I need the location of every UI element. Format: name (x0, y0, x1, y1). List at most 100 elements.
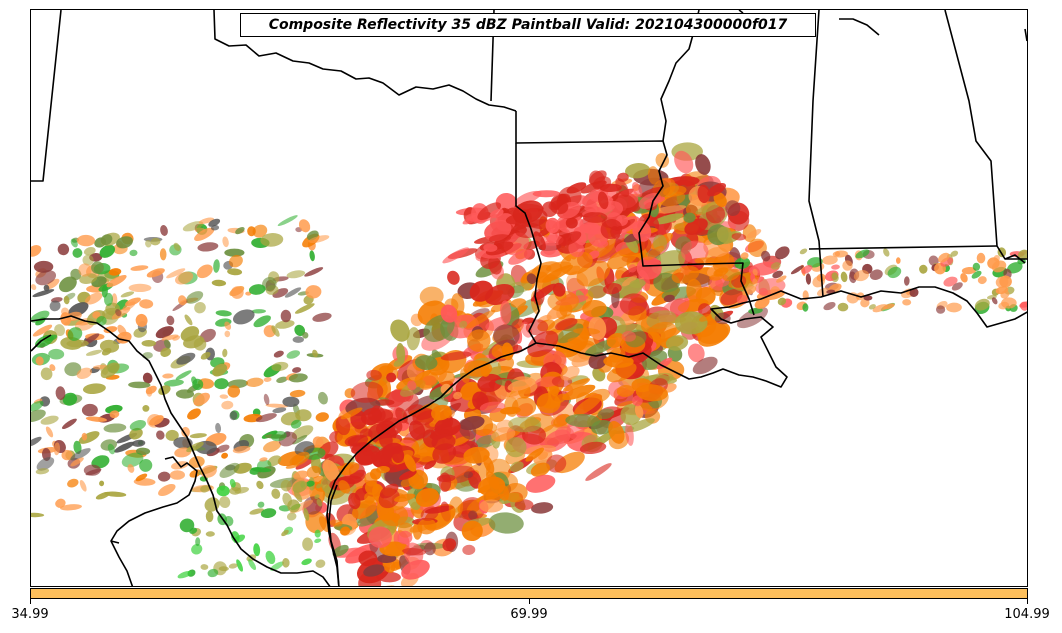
reflectivity-blob (635, 384, 668, 402)
reflectivity-blob (309, 250, 315, 262)
reflectivity-blob (139, 299, 154, 309)
reflectivity-blob (316, 499, 323, 507)
reflectivity-blob (493, 324, 520, 347)
reflectivity-blob (301, 558, 312, 566)
reflectivity-blob (608, 420, 625, 444)
reflectivity-blob (731, 233, 747, 241)
reflectivity-blob (270, 561, 284, 571)
reflectivity-blob (903, 276, 910, 286)
reflectivity-blob (104, 491, 127, 497)
reflectivity-blob (495, 192, 518, 213)
reflectivity-blob (440, 304, 458, 323)
reflectivity-blob (173, 242, 181, 252)
reflectivity-blob (249, 508, 265, 515)
reflectivity-blob (687, 343, 705, 363)
reflectivity-blob (1001, 297, 1017, 309)
reflectivity-blob (219, 462, 240, 478)
reflectivity-blob (161, 334, 179, 341)
reflectivity-blob (655, 153, 670, 168)
reflectivity-blob (213, 259, 220, 273)
reflectivity-blob (416, 410, 436, 421)
reflectivity-blob (103, 292, 114, 306)
reflectivity-blob (31, 436, 42, 447)
reflectivity-blob (83, 464, 101, 476)
reflectivity-blob (397, 530, 413, 545)
reflectivity-blob (509, 461, 524, 472)
reflectivity-blob (697, 184, 711, 204)
reflectivity-blob (186, 441, 204, 453)
reflectivity-blob (221, 400, 234, 410)
reflectivity-blob (396, 343, 406, 364)
reflectivity-blob (207, 568, 219, 578)
sabine-boundary (515, 111, 755, 316)
reflectivity-blob (186, 291, 204, 304)
reflectivity-blob (505, 437, 527, 458)
reflectivity-blob (713, 191, 727, 208)
reflectivity-blob (802, 303, 809, 312)
reflectivity-blob (205, 510, 214, 523)
reflectivity-blob (466, 309, 496, 329)
reflectivity-blob (277, 215, 298, 227)
reflectivity-blob (887, 266, 902, 279)
reflectivity-blob (358, 550, 378, 567)
reflectivity-blob (188, 456, 205, 468)
reflectivity-blob (588, 170, 607, 185)
reflectivity-blob (236, 559, 243, 572)
reflectivity-blob (588, 352, 608, 370)
reflectivity-blob (294, 303, 315, 314)
reflectivity-blob (221, 452, 229, 459)
reflectivity-blob (386, 372, 397, 383)
reflectivity-blob (273, 350, 284, 358)
reflectivity-blob (805, 273, 812, 285)
reflectivity-blob (508, 249, 533, 265)
reflectivity-blob (127, 464, 135, 473)
reflectivity-blob (414, 371, 439, 389)
reflectivity-blob (255, 413, 277, 423)
reflectivity-blob (406, 327, 421, 351)
reflectivity-blob (271, 430, 287, 442)
reflectivity-blob (83, 246, 96, 256)
reflectivity-blob (440, 383, 452, 395)
reflectivity-blob (379, 503, 408, 527)
reflectivity-blob (129, 427, 143, 440)
reflectivity-blob (67, 478, 79, 488)
reflectivity-blob (480, 366, 491, 377)
reflectivity-blob (271, 488, 281, 499)
reflectivity-blob (160, 347, 172, 357)
reflectivity-blob (508, 416, 542, 433)
reflectivity-blob (840, 271, 848, 283)
reflectivity-blob (62, 392, 78, 406)
reflectivity-blob (424, 542, 436, 556)
reflectivity-blob (532, 190, 560, 198)
reflectivity-blob (364, 492, 376, 504)
reflectivity-blob (663, 185, 687, 197)
reflectivity-blob (280, 309, 292, 323)
reflectivity-blob (289, 389, 306, 398)
reflectivity-blob (626, 418, 655, 433)
reflectivity-blob (951, 282, 963, 291)
reflectivity-blob (375, 465, 390, 474)
reflectivity-blob (135, 313, 148, 327)
reflectivity-blob (408, 420, 426, 441)
reflectivity-blob (305, 510, 327, 534)
reflectivity-blob (995, 276, 1009, 288)
reflectivity-blob (644, 245, 665, 261)
reflectivity-blob (70, 238, 78, 248)
reflectivity-blob (683, 212, 696, 223)
reflectivity-blob (99, 244, 116, 258)
reflectivity-blob (634, 404, 644, 419)
reflectivity-blob (972, 262, 981, 271)
reflectivity-blob (291, 425, 314, 440)
reflectivity-blob (698, 322, 731, 347)
reflectivity-blob (603, 283, 622, 295)
reflectivity-blob (181, 426, 190, 438)
reflectivity-blob (162, 373, 174, 379)
reflectivity-blob (54, 324, 66, 337)
reflectivity-blob (716, 226, 732, 243)
reflectivity-blob (391, 447, 405, 463)
reflectivity-blob (100, 234, 113, 246)
reflectivity-blob (229, 478, 236, 488)
reflectivity-blob (294, 441, 315, 456)
reflectivity-blob (106, 275, 127, 288)
reflectivity-blob (72, 248, 83, 258)
